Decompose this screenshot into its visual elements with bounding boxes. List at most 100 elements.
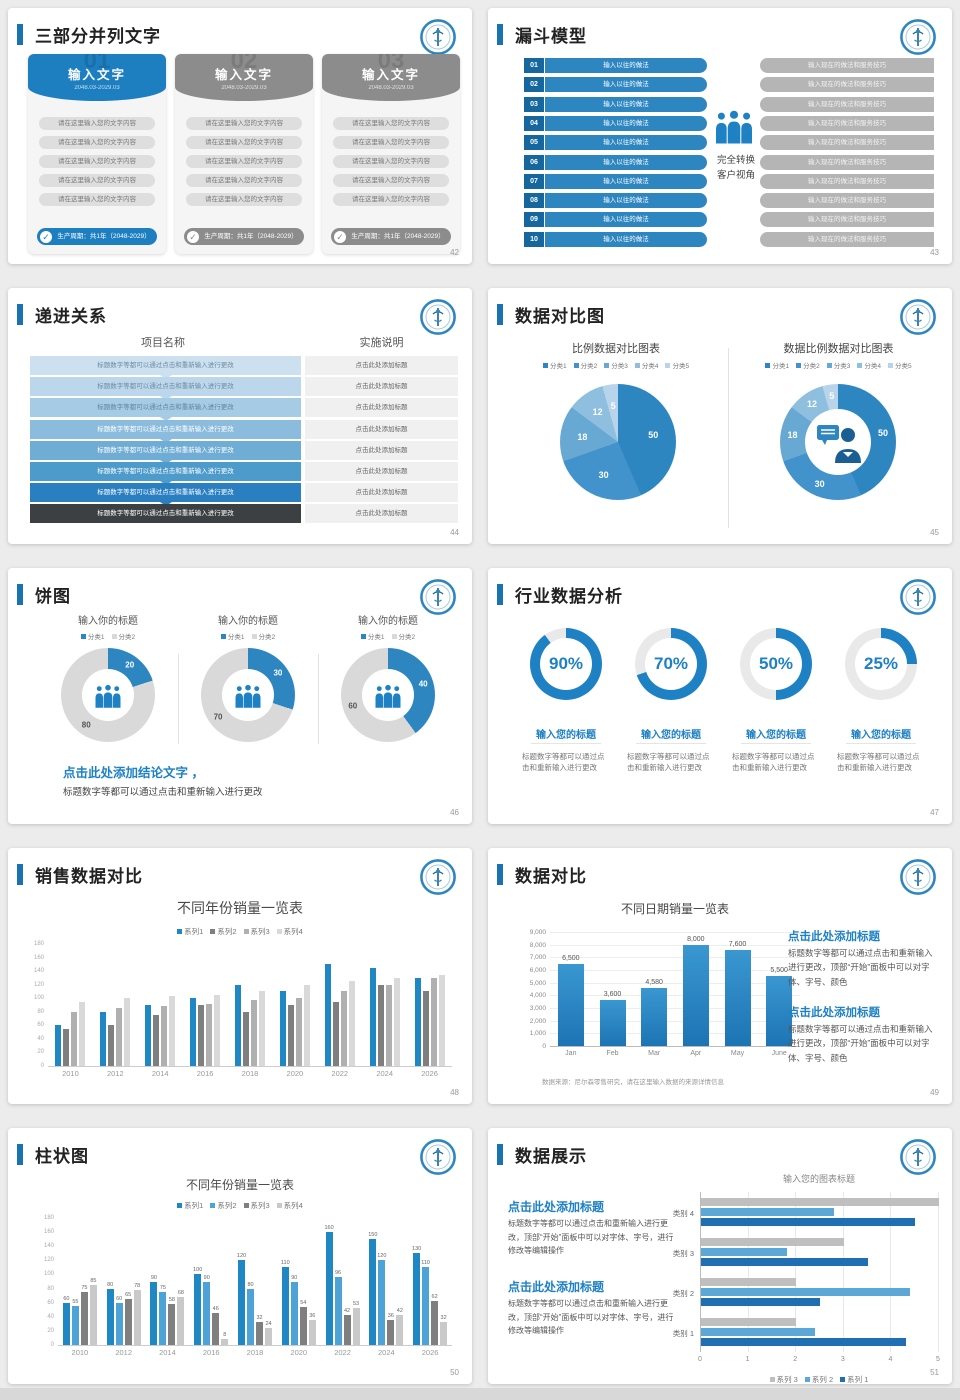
center-caption: 完全转换 客户视角 [692, 154, 780, 183]
legend-label: 分类1 [549, 363, 567, 370]
legend-item: 系列3 [243, 1200, 270, 1211]
legend-item: 分类2 [251, 631, 275, 641]
page-number: 44 [450, 528, 459, 537]
legend-label: 系列3 [250, 927, 270, 936]
bar [701, 1278, 797, 1286]
ghost-number: 02 [230, 54, 258, 74]
background-strip [0, 1388, 960, 1400]
funnel-number: 05 [524, 135, 544, 151]
legend-item: 分类1 [360, 631, 385, 641]
text-pill: 请在这里输入您的文字内容 [39, 174, 155, 187]
title-underline [636, 743, 706, 744]
title-accent-bar [497, 304, 503, 325]
progress-bar: 标题数字等都可以通过点击和重新输入进行更改 [30, 356, 301, 379]
chart-legend: 系列1 系列2 系列3 系列4 [8, 926, 472, 937]
slice-value: 70 [213, 712, 223, 722]
bar [80, 1292, 88, 1345]
bar-value: 55 [72, 1299, 79, 1306]
percent-value: 50% [758, 654, 794, 673]
bar [159, 1292, 167, 1345]
category-label: 类别 3 [672, 1249, 694, 1258]
title-accent-bar [17, 1144, 23, 1165]
legend-swatch [634, 362, 640, 368]
bar [701, 1238, 844, 1246]
x-tick-label: 4 [888, 1356, 893, 1363]
bar-value: 36 [309, 1312, 316, 1319]
item-text: 标题数字等都可以通过点击和重新输入进行更改 [627, 752, 710, 773]
donut-title: 输入你的标题 [218, 616, 278, 627]
text-pill: 请在这里输入您的文字内容 [39, 117, 155, 130]
chevron-notch [159, 417, 172, 422]
legend-swatch [857, 362, 863, 368]
slice-value: 80 [81, 720, 91, 730]
title-underline [531, 743, 601, 744]
hospital-seal-icon [420, 859, 456, 895]
slide-46: 饼图 输入你的标题 分类1 分类2 20 80 输入你的标题 分类1 分类2 30 70 输入你的标… [8, 568, 472, 824]
legend-swatch [210, 1203, 216, 1208]
bar-value: 42 [343, 1308, 351, 1315]
legend-swatch [804, 1377, 810, 1382]
block-heading: 点击此处添加标题 [788, 931, 880, 943]
bar-value: 80 [107, 1281, 114, 1288]
legend-label: 分类3 [833, 363, 851, 370]
slide-content: 90% 输入您的标题 标题数字等都可以通过点击和重新输入进行更改 70% 输入您的标题标… [488, 612, 952, 824]
legend-item: 分类3 [604, 360, 628, 370]
bar-value: 110 [280, 1260, 290, 1267]
bar [422, 991, 429, 1066]
x-category-label: 2022 [334, 1348, 351, 1357]
bar [243, 1011, 249, 1066]
legend-item: 系列1 [177, 1200, 203, 1211]
consultant-chat-icon [817, 425, 861, 463]
legend-swatch [360, 633, 366, 639]
y-tick-label: 80 [37, 1008, 44, 1015]
bar [190, 998, 197, 1066]
bar [133, 1289, 141, 1345]
gridline [550, 970, 800, 971]
legend-item: 分类1 [220, 631, 245, 641]
ring-hole: 50% [750, 638, 802, 690]
legend-item: 分类4 [857, 360, 881, 370]
text-pill: 请在这里输入您的文字内容 [186, 193, 302, 206]
gridline [842, 1192, 844, 1352]
text-pill: 请在这里输入您的文字内容 [333, 155, 449, 168]
y-tick-label: 100 [33, 995, 44, 1002]
legend-item: 分类2 [111, 631, 135, 641]
legend-swatch [111, 633, 117, 639]
bar-value: 90 [291, 1274, 298, 1281]
x-tick-label: 1 [745, 1356, 750, 1363]
bar [71, 1306, 79, 1345]
x-axis-line [48, 1066, 452, 1067]
chart-title: 不同年份销量一览表 [185, 1178, 294, 1192]
card-footer-text: 生产周期：共1年（2048-2029） [351, 233, 445, 240]
item-text: 标题数字等都可以通过点击和重新输入进行更改 [837, 752, 920, 773]
x-category-label: Jan [565, 1050, 577, 1057]
description-cell: 点击此处添加标题 [305, 483, 458, 503]
card-footer: ✓ 生产周期：共1年（2048-2029） [37, 228, 157, 245]
text-pill: 请在这里输入您的文字内容 [186, 117, 302, 130]
card-title: 输入文字 [214, 68, 273, 82]
legend-swatch [542, 362, 548, 368]
bar [287, 1005, 294, 1066]
x-category-label: 2018 [241, 1069, 259, 1078]
slide-content: 项目名称 实施说明 标题数字等都可以通过点击和重新输入进行更改 点击此处添加标题 标题数… [8, 332, 472, 544]
y-tick-label: 100 [43, 1271, 54, 1278]
x-category-label: 2024 [376, 1069, 393, 1078]
slide-grid: 三部分并列文字 01 输入文字 2048.03-2029.03 请在这里输入您的文字内… [8, 8, 952, 1384]
gridline [700, 1192, 701, 1352]
percent-value: 90% [548, 654, 584, 673]
bar [387, 1319, 395, 1345]
legend-label: 分类2 [803, 363, 820, 370]
chart-title: 数据比例数据对比图表 [783, 343, 894, 355]
funnel-left-bar: 输入以往的做法 [545, 115, 707, 131]
category-label: 类别 2 [672, 1289, 694, 1298]
gridline [550, 957, 800, 959]
legend-label: 系列 1 [847, 1375, 869, 1384]
funnel-right-bar: 输入现在的做法和服务技巧 [760, 231, 934, 247]
title-accent-bar [497, 1144, 503, 1165]
donut-chart: 30 70 [201, 648, 295, 742]
funnel-left-bar: 输入以往的做法 [545, 135, 707, 151]
bar-value: 120 [377, 1253, 387, 1260]
bar-value: 8,000 [687, 935, 705, 943]
bar [766, 976, 793, 1046]
block-text: 标题数字等都可以通过点击和重新输入进行更改，顶部“开始”面板中可以对字体、字号、… [788, 1024, 933, 1063]
